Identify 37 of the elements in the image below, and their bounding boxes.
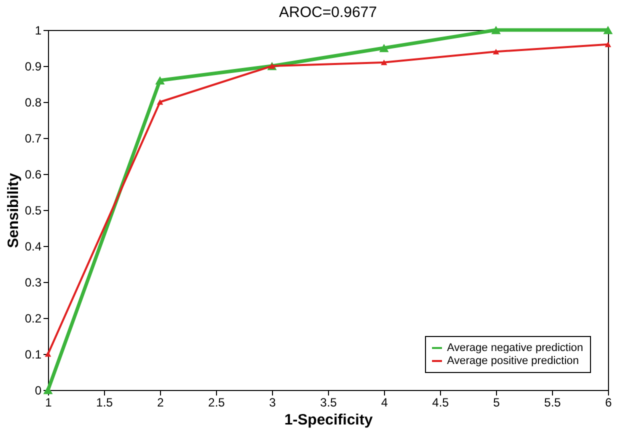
- x-tick-label: 1.5: [96, 396, 114, 410]
- y-tick-label: 0.9: [24, 60, 42, 74]
- x-axis-title: 1-Specificity: [284, 412, 374, 428]
- point: [603, 26, 613, 34]
- point: [604, 42, 612, 48]
- x-tick-label: 3.5: [320, 396, 338, 410]
- point: [380, 60, 388, 66]
- point: [155, 76, 165, 85]
- y-tick-label: 0.1: [24, 348, 42, 362]
- x-tick-label: 5: [493, 396, 500, 410]
- x-tick-label: 4.5: [432, 396, 450, 410]
- y-tick-label: 0.4: [24, 240, 42, 254]
- point: [491, 26, 501, 34]
- y-tick-label: 0.5: [24, 204, 42, 218]
- x-tick-label: 1: [45, 396, 52, 410]
- x-tick-label: 5.5: [544, 396, 562, 410]
- point: [156, 99, 164, 105]
- x-tick-label: 6: [605, 396, 612, 410]
- y-tick-label: 0.8: [24, 96, 42, 110]
- y-tick-label: 0.7: [24, 132, 42, 146]
- y-axis-title: Sensibility: [4, 172, 22, 248]
- point: [44, 351, 52, 357]
- x-tick-label: 2.5: [208, 396, 226, 410]
- y-tick-label: 0.2: [24, 312, 42, 326]
- y-tick-label: 0: [34, 384, 42, 398]
- point: [43, 386, 53, 394]
- point: [492, 48, 500, 54]
- x-tick-label: 2: [157, 396, 164, 410]
- y-tick-label: 1: [34, 24, 42, 38]
- x-tick-label: 4: [381, 396, 388, 410]
- y-tick-label: 0.6: [24, 168, 42, 182]
- point: [379, 44, 389, 52]
- legend-label: Average negative prediction: [447, 342, 584, 354]
- chart-title: AROC=0.9677: [279, 4, 377, 21]
- legend-label: Average positive prediction: [447, 355, 579, 367]
- x-tick-label: 3: [269, 396, 276, 410]
- y-tick-label: 0.3: [24, 276, 42, 290]
